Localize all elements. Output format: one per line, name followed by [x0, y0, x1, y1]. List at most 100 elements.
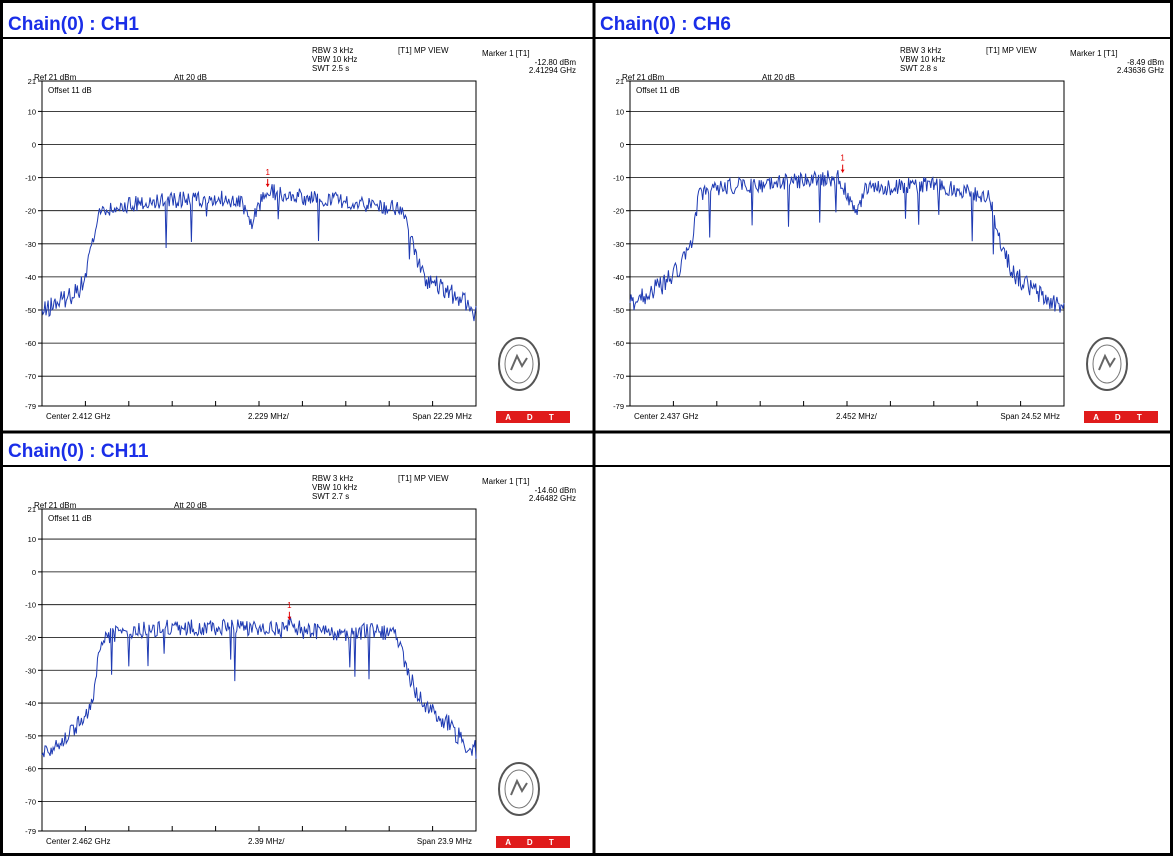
y-tick-label: -30 [613, 240, 624, 249]
marker-level: -8.49 dBm [1127, 58, 1164, 67]
adt-logo-text: A D T [1093, 413, 1149, 422]
mode-label: [T1] MP VIEW [398, 474, 449, 483]
y-tick-label: -40 [613, 273, 624, 282]
seal-emblem-icon [510, 353, 528, 371]
span-label: Span 24.52 MHz [1000, 412, 1060, 421]
swt-label: SWT 2.5 s [312, 64, 349, 73]
spectrum-trace [629, 170, 1065, 313]
y-tick-label: 10 [28, 107, 36, 116]
y-tick-label: -10 [25, 601, 36, 610]
y-tick-label: -60 [613, 339, 624, 348]
y-tick-label: -60 [25, 765, 36, 774]
per-div-label: 2.229 MHz/ [248, 412, 290, 421]
marker-freq: 2.46482 GHz [529, 494, 576, 503]
per-div-label: 2.452 MHz/ [836, 412, 878, 421]
y-tick-label: -20 [25, 633, 36, 642]
marker-number: 1 [265, 168, 270, 177]
y-tick-label: 21 [28, 505, 36, 514]
marker-arrow [840, 169, 845, 173]
marker-label: Marker 1 [T1] [1070, 49, 1118, 58]
marker-arrow [287, 616, 292, 620]
swt-label: SWT 2.8 s [900, 64, 937, 73]
spectrum-trace [41, 184, 477, 322]
y-tick-label: -50 [613, 306, 624, 315]
marker-label: Marker 1 [T1] [482, 49, 530, 58]
marker-level: -14.60 dBm [535, 486, 577, 495]
att-label: Att 20 dB [174, 73, 207, 82]
y-tick-label: -30 [25, 240, 36, 249]
y-tick-label: 0 [32, 141, 36, 150]
center-label: Center 2.437 GHz [634, 412, 698, 421]
center-label: Center 2.462 GHz [46, 837, 110, 846]
title-ch6: Chain(0) : CH6 [600, 14, 731, 35]
adt-logo-text: A D T [505, 413, 561, 422]
marker-label: Marker 1 [T1] [482, 477, 530, 486]
ref-label: Ref 21 dBm [34, 501, 77, 510]
y-tick-label: 0 [32, 568, 36, 577]
y-tick-label: -40 [25, 699, 36, 708]
spectrum-trace [41, 616, 477, 759]
att-label: Att 20 dB [174, 501, 207, 510]
y-tick-label: -70 [25, 797, 36, 806]
adt-logo-badge [496, 836, 570, 848]
offset-label: Offset 11 dB [48, 514, 92, 523]
y-tick-label: -50 [25, 306, 36, 315]
adt-logo-badge [496, 411, 570, 423]
offset-label: Offset 11 dB [636, 86, 680, 95]
y-tick-label: 21 [616, 77, 624, 86]
marker-number: 1 [287, 601, 292, 610]
ref-label: Ref 21 dBm [622, 73, 665, 82]
y-tick-label: -20 [25, 207, 36, 216]
span-label: Span 23.9 MHz [417, 837, 472, 846]
y-tick-label: -50 [25, 732, 36, 741]
center-label: Center 2.412 GHz [46, 412, 110, 421]
y-tick-label: 21 [28, 77, 36, 86]
marker-level: -12.80 dBm [535, 58, 577, 67]
per-div-label: 2.39 MHz/ [248, 837, 285, 846]
y-tick-label: -20 [613, 207, 624, 216]
y-tick-label: -10 [613, 174, 624, 183]
span-label: Span 22.29 MHz [412, 412, 472, 421]
att-label: Att 20 dB [762, 73, 795, 82]
y-tick-label: -70 [25, 372, 36, 381]
y-tick-label: 0 [620, 141, 624, 150]
seal-inner-ring-icon [504, 344, 534, 384]
marker-arrow [265, 183, 270, 187]
offset-label: Offset 11 dB [48, 86, 92, 95]
y-tick-label: -10 [25, 174, 36, 183]
y-tick-label: -70 [613, 372, 624, 381]
seal-inner-ring-icon [504, 769, 534, 809]
rbw-label: RBW 3 kHz [312, 46, 353, 55]
y-tick-label: 10 [616, 107, 624, 116]
adt-logo-badge [1084, 411, 1158, 423]
y-tick-label: -30 [25, 666, 36, 675]
y-tick-label: -40 [25, 273, 36, 282]
seal-inner-ring-icon [1092, 344, 1122, 384]
title-ch1: Chain(0) : CH1 [8, 14, 139, 35]
rbw-label: RBW 3 kHz [900, 46, 941, 55]
y-tick-label: -60 [25, 339, 36, 348]
y-tick-label: -79 [25, 827, 36, 836]
y-tick-label: 10 [28, 535, 36, 544]
adt-logo-text: A D T [505, 838, 561, 847]
rbw-label: RBW 3 kHz [312, 474, 353, 483]
vbw-label: VBW 10 kHz [900, 55, 945, 64]
marker-freq: 2.41294 GHz [529, 66, 576, 75]
seal-emblem-icon [1098, 353, 1116, 371]
mode-label: [T1] MP VIEW [986, 46, 1037, 55]
vbw-label: VBW 10 kHz [312, 55, 357, 64]
seal-emblem-icon [510, 778, 528, 796]
ref-label: Ref 21 dBm [34, 73, 77, 82]
swt-label: SWT 2.7 s [312, 492, 349, 501]
title-ch11: Chain(0) : CH11 [8, 441, 149, 462]
y-tick-label: -79 [25, 402, 36, 411]
marker-number: 1 [840, 154, 845, 163]
marker-freq: 2.43636 GHz [1117, 66, 1164, 75]
mode-label: [T1] MP VIEW [398, 46, 449, 55]
y-tick-label: -79 [613, 402, 624, 411]
vbw-label: VBW 10 kHz [312, 483, 357, 492]
